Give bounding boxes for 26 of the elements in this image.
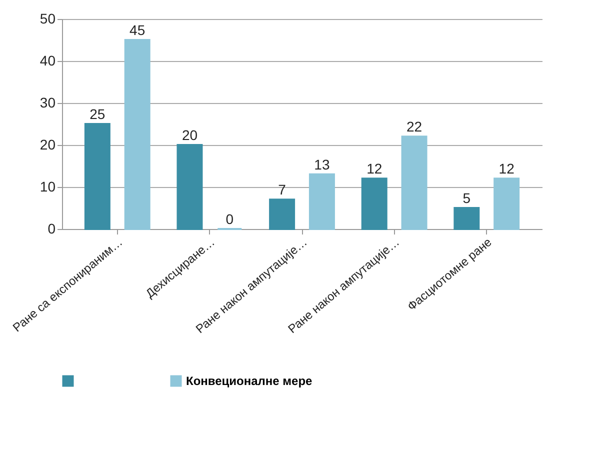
y-tick-label: 0 (48, 220, 56, 236)
bar (269, 198, 296, 230)
y-tick-label: 40 (40, 52, 56, 68)
data-label: 22 (406, 118, 422, 135)
data-label: 20 (182, 127, 198, 143)
bar (176, 144, 203, 230)
bar (308, 173, 335, 230)
y-tick-label: 30 (40, 94, 56, 110)
legend-label: Конвеционалне мере (186, 374, 313, 388)
data-label: 0 (226, 211, 234, 227)
bar (401, 136, 428, 230)
data-label: 7 (278, 182, 286, 198)
y-tick-label: 50 (40, 10, 56, 26)
data-label: 5 (462, 190, 471, 206)
data-label: 12 (498, 160, 515, 177)
y-tick-label: 20 (40, 136, 56, 152)
bar (361, 178, 388, 230)
bar (84, 123, 110, 230)
y-tick-label: 10 (40, 178, 56, 194)
bar (124, 39, 150, 230)
data-label: 25 (90, 106, 106, 122)
bar (494, 178, 520, 230)
bar (454, 207, 480, 230)
data-label: 45 (130, 22, 146, 38)
data-label: 12 (366, 160, 382, 177)
data-label: 13 (314, 156, 330, 172)
